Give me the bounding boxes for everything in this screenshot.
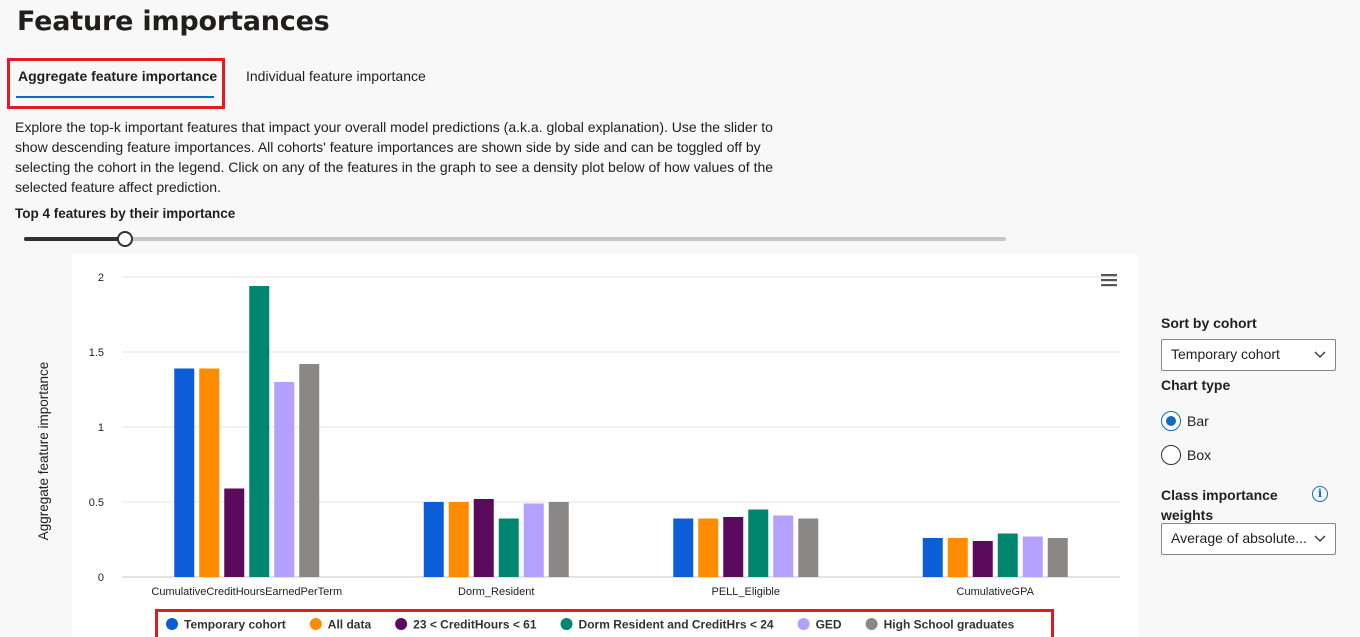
y-tick-label: 2 [98, 272, 104, 284]
chart-type-box-radio[interactable]: Box [1161, 445, 1241, 469]
legend-item[interactable]: High School graduates [865, 618, 1015, 632]
feature-importance-chart: 0 0.5 1 1.5 2 CumulativeCreditHoursEarnedPer… [36, 254, 1138, 637]
tab-aggregate-feature-importance[interactable]: Aggregate feature importance [18, 68, 218, 84]
bar[interactable] [423, 502, 444, 577]
bar[interactable] [1047, 538, 1068, 577]
info-icon[interactable]: i [1312, 486, 1328, 502]
bar[interactable] [548, 502, 569, 577]
x-category-label[interactable]: CumulativeGPA [957, 586, 1035, 598]
bar[interactable] [748, 509, 769, 578]
bar[interactable] [274, 382, 295, 577]
sort-by-cohort-dropdown[interactable]: Temporary cohort [1161, 339, 1336, 371]
sort-by-cohort-label: Sort by cohort [1161, 315, 1257, 331]
bar[interactable] [698, 518, 719, 578]
legend-item[interactable]: All data [309, 618, 372, 632]
legend-item[interactable]: GED [797, 618, 842, 632]
legend-item[interactable]: Dorm Resident and CreditHrs < 24 [560, 618, 774, 632]
bar[interactable] [673, 518, 694, 578]
bar[interactable] [798, 518, 819, 578]
bar[interactable] [997, 533, 1018, 578]
radio-selected-dot [1166, 416, 1176, 426]
class-importance-weights-label: Class importance weights [1161, 487, 1278, 523]
legend-marker [865, 618, 878, 630]
selected-tab-indicator [16, 96, 214, 98]
description-text: Explore the top-k important features tha… [15, 119, 774, 195]
legend-marker [797, 618, 810, 630]
chart-svg: 0 0.5 1 1.5 2 CumulativeCreditHoursEarnedPer… [36, 272, 1120, 632]
bar[interactable] [249, 286, 270, 577]
chevron-down-icon [1314, 535, 1326, 542]
bar[interactable] [922, 538, 943, 577]
page-title: Feature importances [17, 6, 330, 37]
slider-fill [24, 237, 125, 241]
bar[interactable] [199, 368, 220, 578]
tab-highlight-box [7, 58, 225, 109]
slider-label: Top 4 features by their importance [15, 206, 236, 221]
chevron-down-icon [1314, 351, 1326, 358]
bar[interactable] [224, 488, 245, 578]
x-category-label[interactable]: Dorm_Resident [458, 586, 534, 598]
hamburger-menu-icon[interactable] [1101, 274, 1117, 287]
bar[interactable] [523, 503, 544, 578]
bar[interactable] [773, 515, 794, 578]
legend-highlight-box [155, 609, 1054, 637]
chart-type-bar-radio[interactable]: Bar [1161, 411, 1241, 435]
legend-label: All data [328, 618, 372, 632]
bar[interactable] [473, 499, 494, 577]
legend-item[interactable]: Temporary cohort [166, 618, 286, 632]
bar[interactable] [972, 541, 993, 577]
legend-marker [560, 618, 573, 630]
class-importance-weights-value: Average of absolute... [1171, 530, 1307, 546]
y-tick-label: 1.5 [89, 347, 104, 359]
y-tick-label: 0.5 [89, 497, 104, 509]
bar[interactable] [498, 518, 519, 578]
tab-individual-feature-importance[interactable]: Individual feature importance [246, 68, 426, 84]
x-category-label[interactable]: PELL_Eligible [712, 586, 781, 598]
y-tick-label: 0 [98, 572, 104, 584]
chart-type-label: Chart type [1161, 377, 1231, 393]
legend-label: High School graduates [884, 618, 1015, 632]
legend-marker [166, 618, 178, 630]
radio-circle [1161, 411, 1181, 431]
legend-label: 23 < CreditHours < 61 [413, 618, 537, 632]
legend-marker [309, 618, 322, 630]
legend-label: Dorm Resident and CreditHrs < 24 [579, 618, 774, 632]
legend-label: GED [816, 618, 842, 632]
bar[interactable] [1022, 536, 1043, 578]
x-category-label[interactable]: CumulativeCreditHoursEarnedPerTerm [151, 586, 342, 598]
legend-marker [395, 618, 408, 630]
bar[interactable] [723, 517, 744, 577]
y-tick-label: 1 [98, 422, 104, 434]
bar[interactable] [174, 368, 195, 578]
bar[interactable] [448, 502, 469, 577]
sort-by-cohort-value: Temporary cohort [1171, 346, 1280, 362]
bar[interactable] [947, 538, 968, 577]
slider-thumb[interactable] [117, 231, 133, 247]
legend-label: Temporary cohort [184, 618, 286, 632]
legend-item[interactable]: 23 < CreditHours < 61 [395, 618, 537, 632]
bar[interactable] [299, 364, 320, 577]
chart-type-bar-label: Bar [1187, 413, 1209, 429]
y-axis-label: Aggregate feature importance [36, 362, 51, 541]
radio-circle [1161, 445, 1181, 465]
class-importance-weights-dropdown[interactable]: Average of absolute... [1161, 523, 1336, 555]
slider-track[interactable] [24, 237, 1006, 241]
chart-type-box-label: Box [1187, 447, 1212, 463]
